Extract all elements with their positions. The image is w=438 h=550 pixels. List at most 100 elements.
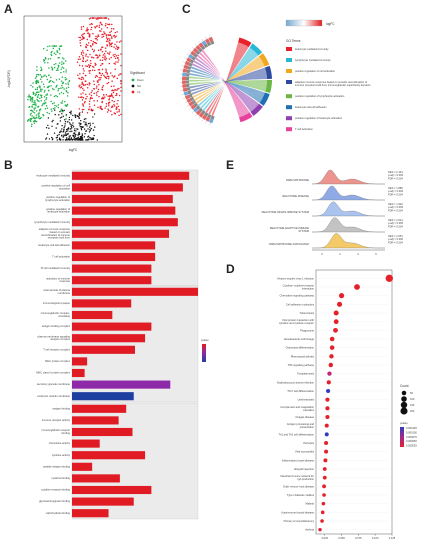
volcano-point-down (50, 54, 53, 57)
volcano-point-down (37, 113, 39, 115)
volcano-point-up (95, 54, 97, 56)
volcano-point-not (67, 121, 69, 123)
volcano-point-down (38, 91, 40, 93)
volcano-point-up (82, 50, 84, 52)
go-bar-term-label-line: cytokine receptor binding (41, 488, 70, 492)
volcano-legend-swatch (131, 84, 135, 88)
volcano-point-up (107, 77, 110, 80)
volcano-point-down (44, 62, 46, 64)
volcano-point-up (99, 78, 101, 81)
volcano-point-up (110, 85, 113, 88)
volcano-point-up (118, 94, 121, 97)
go-bar (72, 299, 132, 308)
dot-point (337, 301, 343, 307)
volcano-point-not (85, 139, 87, 141)
volcano-point-up (111, 80, 113, 82)
volcano-point-up (113, 62, 115, 65)
volcano-point-up (83, 84, 85, 87)
chord-gene-tick (184, 57, 188, 60)
volcano-point-not (80, 127, 82, 130)
volcano-point-up (96, 100, 99, 102)
volcano-point-up (105, 37, 108, 39)
volcano-point-down (51, 67, 54, 70)
volcano-point-down (37, 105, 40, 108)
volcano-point-up (101, 62, 104, 65)
chord-scale-title: logFC (326, 22, 335, 26)
go-bar-term-label-line: activation (59, 186, 71, 190)
chord-gene-logfc-segment (198, 112, 204, 118)
volcano-point-up (82, 68, 85, 70)
volcano-point-not (89, 124, 92, 126)
volcano-point-up (116, 89, 118, 91)
volcano-point-not (66, 139, 68, 141)
volcano-point-down (37, 95, 39, 97)
volcano-point-up (90, 94, 93, 97)
chord-legend-label-line: positive regulation of cell activation (295, 69, 336, 73)
panel-b-go-bars: B leukocyte mediated immunity positive re… (2, 158, 217, 548)
dot-legend-count-swatch (400, 407, 408, 415)
go-bar-term-label-line: secretory granule membrane (37, 382, 71, 386)
volcano-point-not (91, 137, 93, 139)
volcano-point-up (101, 101, 103, 104)
volcano-point-down (34, 120, 37, 123)
volcano-point-up (104, 107, 106, 109)
volcano-point-down (29, 117, 31, 120)
volcano-point-down (35, 75, 38, 78)
volcano-point-not (93, 134, 95, 137)
volcano-point-up (110, 95, 112, 97)
go-bar (72, 264, 152, 273)
volcano-point-down (50, 51, 53, 54)
dot-category-label: Osteoclast differentiation (286, 346, 315, 350)
go-bar-term-label-line: based on somatic (50, 230, 71, 234)
chord-term-arc (265, 80, 272, 94)
panel-c-chord: C logFC GO Terms leukocyte mediated immuni… (180, 2, 436, 155)
dot-category-label: Primary immunodeficiency (284, 519, 315, 523)
volcano-point-down (37, 93, 40, 96)
go-bar (72, 439, 100, 448)
volcano-point-not (77, 134, 79, 136)
volcano-point-up (114, 88, 116, 91)
volcano-point-not (82, 126, 84, 128)
volcano-point-up (90, 91, 93, 94)
volcano-point-up (81, 81, 83, 83)
chord-gene-tick (186, 104, 190, 107)
go-bar (72, 427, 133, 437)
volcano-point-down (57, 69, 59, 71)
volcano-point-not (80, 129, 83, 131)
volcano-point-down (58, 47, 61, 50)
volcano-point-up (83, 70, 85, 72)
chord-legend-title: GO Terms (286, 39, 301, 43)
chord-legend-label: lymphocyte mediated immunity (295, 58, 331, 62)
volcano-point-up (82, 78, 85, 80)
volcano-point-up (111, 99, 113, 102)
volcano-point-up (108, 105, 110, 107)
dot-category-label-line: Viral myocarditis (295, 450, 315, 454)
volcano-point-up (93, 104, 96, 106)
dot-category-label: Th1 and Th2 cell differentiation (278, 432, 314, 436)
volcano-point-up (78, 77, 80, 80)
panel-label-c: C (182, 2, 191, 16)
volcano-point-up (82, 105, 85, 107)
volcano-point-up (82, 103, 84, 105)
volcano-point-down (32, 103, 34, 106)
volcano-point-up (102, 54, 105, 56)
volcano-point-up (86, 49, 89, 52)
go-bar-term-label-line: peptide antigen binding (43, 464, 70, 468)
volcano-point-down (33, 116, 35, 119)
chord-gene-logfc-segment (205, 38, 210, 44)
volcano-point-not (73, 136, 75, 139)
volcano-point-down (32, 86, 34, 88)
volcano-point-not (67, 130, 69, 132)
volcano-point-up (85, 80, 87, 82)
ridge-density (312, 201, 385, 217)
ridge-density (312, 217, 385, 233)
volcano-point-down (60, 71, 62, 74)
volcano-point-up (113, 105, 116, 107)
volcano-point-down (50, 100, 52, 103)
volcano-point-up (81, 35, 84, 38)
volcano-point-down (57, 51, 59, 54)
volcano-point-up (113, 55, 116, 58)
volcano-point-not (72, 124, 74, 127)
volcano-point-up (93, 69, 96, 72)
volcano-point-down (58, 62, 61, 64)
